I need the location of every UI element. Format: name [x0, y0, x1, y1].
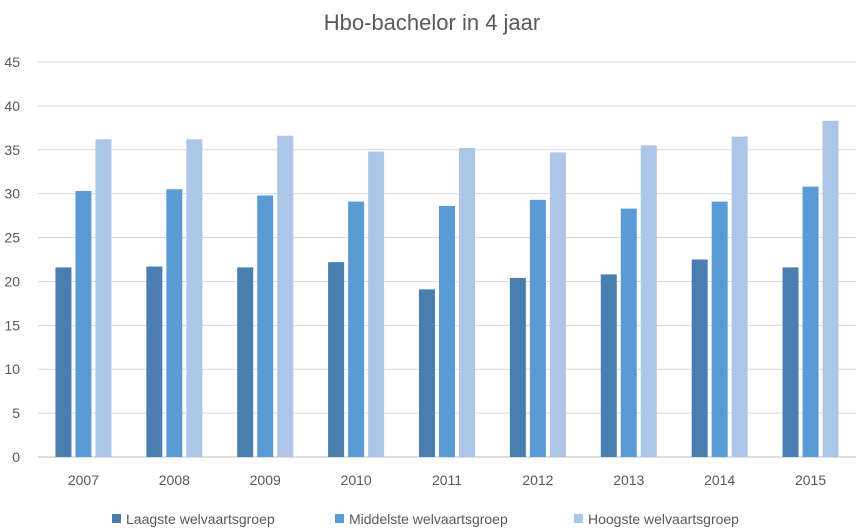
x-tick-label: 2010	[341, 472, 372, 488]
bar-2013-series-1	[600, 274, 617, 457]
y-axis-ticks: 0 5 10 15 20 25 30 35 40 45	[4, 54, 20, 465]
y-tick-label: 15	[4, 317, 20, 333]
bar-2008-series-3	[186, 139, 203, 457]
bar-2007-series-1	[55, 267, 72, 457]
legend: Laagste welvaartsgroep Middelste welvaart…	[112, 511, 739, 527]
bar-2012-series-3	[549, 152, 566, 457]
y-tick-label: 25	[4, 230, 20, 246]
bar-2014-series-3	[731, 136, 748, 457]
bar-2010-series-3	[368, 151, 385, 458]
bar-2007-series-3	[95, 139, 112, 457]
y-tick-label: 0	[12, 449, 20, 465]
y-tick-label: 40	[4, 98, 20, 114]
legend-label-1: Laagste welvaartsgroep	[126, 511, 275, 527]
bar-2011-series-1	[419, 289, 435, 457]
bar-2009-series-2	[257, 195, 274, 457]
bars	[55, 120, 839, 458]
bar-2010-series-1	[328, 262, 345, 457]
bar-2015-series-1	[782, 267, 799, 457]
bar-2014-series-1	[691, 259, 708, 457]
chart-title: Hbo-bachelor in 4 jaar	[324, 10, 540, 35]
legend-label-3: Hoogste welvaartsgroep	[588, 511, 739, 527]
y-tick-label: 45	[4, 54, 20, 70]
x-tick-label: 2008	[159, 472, 190, 488]
bar-2008-series-1	[146, 266, 163, 457]
legend-label-2: Middelste welvaartsgroep	[349, 511, 508, 527]
bar-2012-series-2	[529, 199, 546, 458]
bar-2014-series-2	[711, 201, 728, 457]
legend-swatch-3	[574, 514, 583, 523]
bar-2015-series-2	[802, 186, 819, 457]
x-tick-label: 2015	[795, 472, 826, 488]
bar-2015-series-3	[822, 120, 839, 458]
bar-2007-series-2	[75, 191, 92, 458]
x-tick-label: 2014	[704, 472, 735, 488]
y-tick-label: 20	[4, 273, 20, 289]
x-axis-ticks: 2007 2008 2009 2010 2011 2012 2013 2014 2015	[68, 472, 826, 488]
bar-2010-series-2	[348, 201, 365, 457]
bar-2012-series-1	[509, 277, 526, 457]
x-tick-label: 2011	[432, 472, 462, 488]
bar-2009-series-3	[277, 135, 294, 457]
y-tick-label: 10	[4, 361, 20, 377]
bar-2013-series-2	[620, 208, 637, 457]
bar-2011-series-3	[459, 148, 475, 457]
bar-2011-series-2	[439, 205, 455, 457]
x-tick-label: 2009	[250, 472, 281, 488]
legend-swatch-1	[112, 514, 121, 523]
x-tick-label: 2012	[522, 472, 553, 488]
bar-2008-series-2	[166, 189, 183, 457]
bar-2009-series-1	[237, 267, 254, 457]
x-tick-label: 2007	[68, 472, 99, 488]
legend-swatch-2	[335, 514, 344, 523]
y-tick-label: 35	[4, 142, 20, 158]
bar-2013-series-3	[640, 145, 657, 457]
y-tick-label: 30	[4, 186, 20, 202]
y-tick-label: 5	[12, 405, 20, 421]
x-tick-label: 2013	[613, 472, 644, 488]
